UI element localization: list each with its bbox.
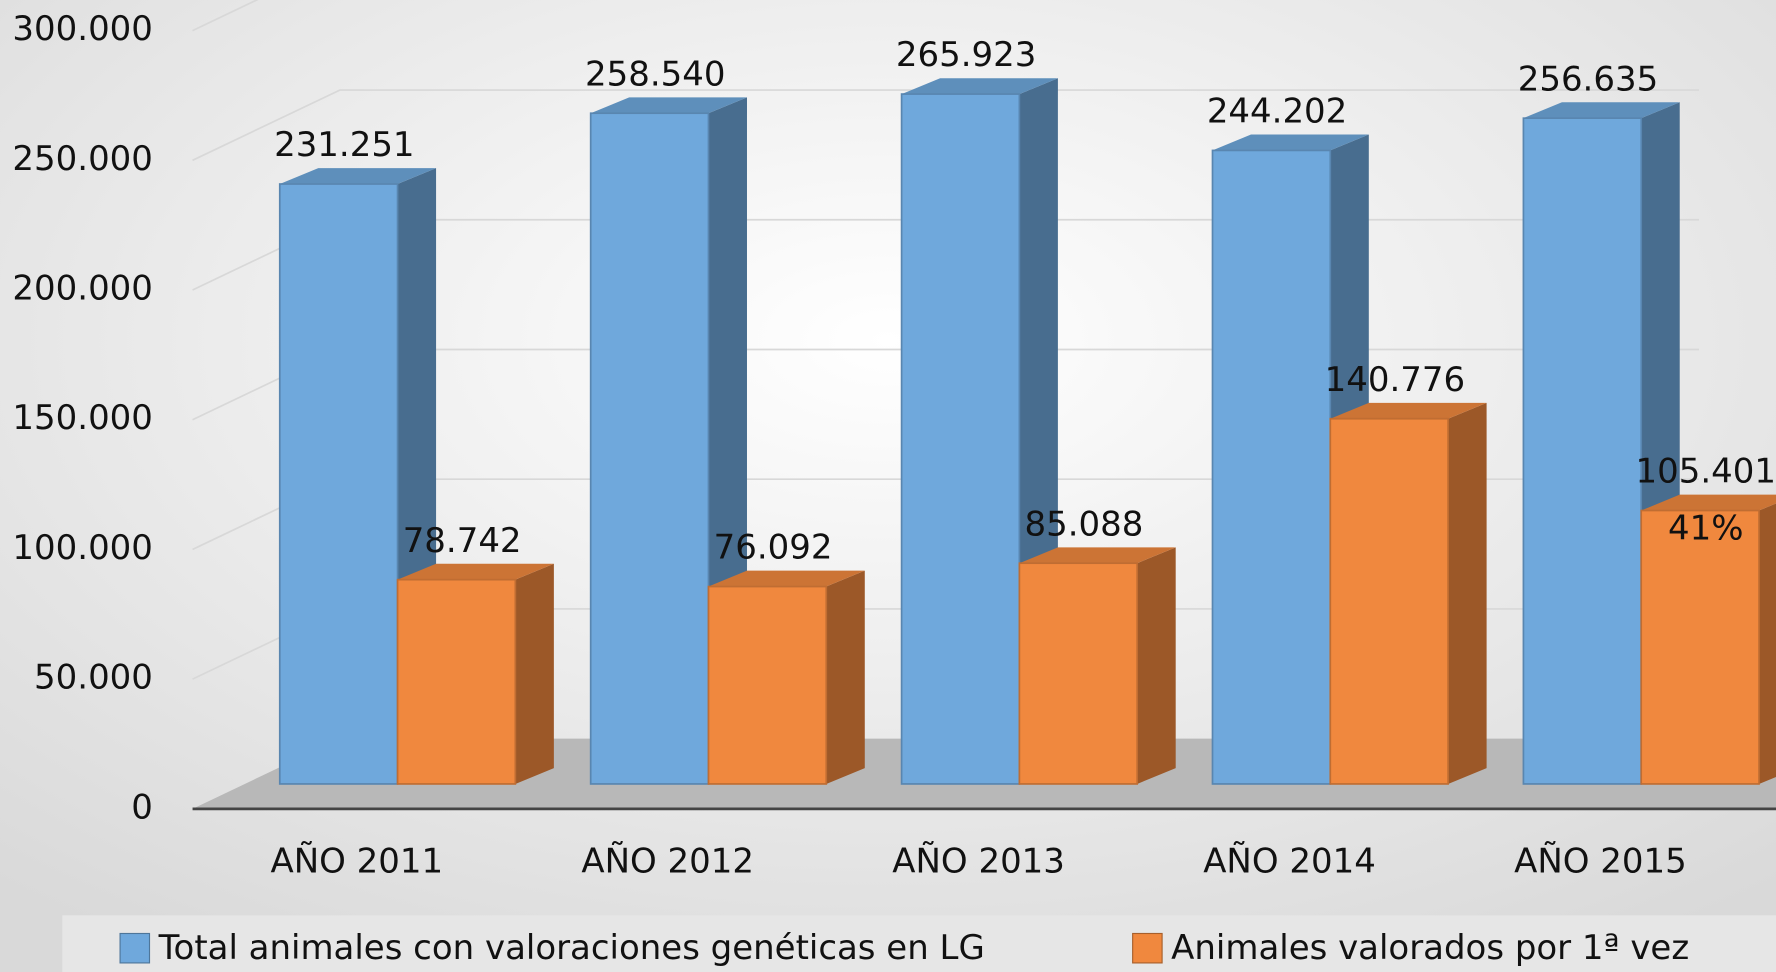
bar-front [589,112,710,785]
y-tick-label: 250.000 [12,139,152,179]
bar-front [278,183,399,785]
y-tick-label: 150.000 [12,398,152,438]
bar-side [826,570,865,784]
legend-label: Total animales con valoraciones genética… [158,928,985,968]
bar-top [279,168,437,185]
bar-top [901,78,1058,95]
bar-top [1019,547,1176,564]
data-label: 85.088 [1025,504,1144,544]
bar-front [1640,509,1760,785]
bar-front [1522,117,1643,785]
bar-top [1212,134,1369,151]
bar [396,563,554,785]
bar-side [1448,402,1487,784]
data-label: 231.251 [274,125,414,165]
bar-top [708,570,865,587]
data-label: 258.540 [585,54,725,94]
bar [707,570,865,785]
annotation: 41% [1668,508,1744,548]
bar-top [590,97,747,114]
y-tick-label: 100.000 [12,528,152,568]
data-label: 244.202 [1207,92,1347,132]
x-tick-label: AÑO 2013 [892,842,1065,882]
y-tick-label: 50.000 [34,658,153,698]
bar-front [707,585,828,785]
grid-line [192,0,259,32]
plot: 0 50.000 100.000 150.000 200.000 250.000 300.0… [12,0,1776,882]
x-tick-label: AÑO 2011 [270,842,443,882]
bar-front [1329,417,1449,785]
bar-front [396,578,517,785]
data-label: 140.776 [1325,360,1465,400]
bar-top [397,563,554,580]
bar-side [515,563,554,784]
y-tick-label: 300.000 [12,9,152,49]
legend-swatch [1132,932,1163,964]
bar [1018,547,1176,785]
bar [1329,402,1487,785]
legend-box [62,915,1776,972]
x-tick-label: AÑO 2014 [1203,842,1376,882]
legend-label: Animales valorados por 1ª vez [1171,928,1689,968]
data-label: 265.923 [896,35,1036,75]
data-label: 76.092 [714,528,833,568]
y-tick-label: 200.000 [12,269,152,309]
data-label: 78.742 [403,521,522,561]
data-label: 256.635 [1518,59,1658,99]
bar-side [1759,503,1776,784]
bar-front [1211,149,1332,785]
data-label: 105.401 [1636,452,1776,492]
bar [1640,494,1776,785]
bar-side [1137,547,1176,784]
x-tick-label: AÑO 2012 [581,842,754,882]
grid-line [192,89,1699,162]
bar-top [1523,102,1680,119]
bar-front [1018,562,1139,785]
x-tick-label: AÑO 2015 [1514,842,1687,882]
y-tick-label: 0 [131,787,153,827]
bar-top [1330,402,1487,419]
legend-swatch [119,932,151,964]
bar-front [900,93,1021,785]
bar-top [1641,494,1776,511]
